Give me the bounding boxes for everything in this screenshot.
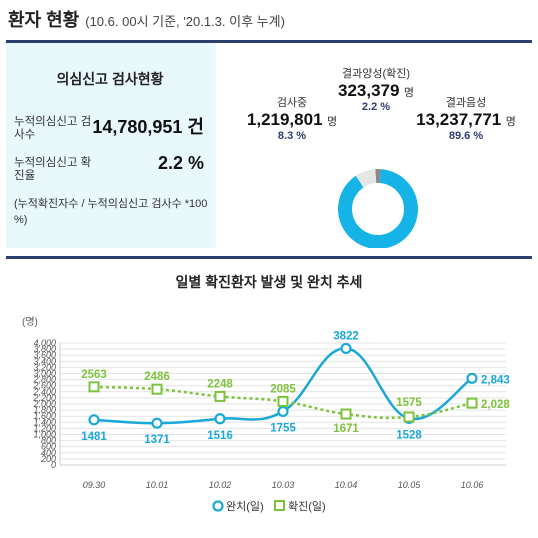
testing-stat: 검사중 1,219,801 명 8.3 %: [236, 94, 348, 142]
y-tick-label: 400: [41, 448, 56, 458]
y-tick-label: 3,000: [33, 369, 56, 379]
x-tick-label: 10.02: [209, 480, 232, 490]
y-tick-label: 1,000: [33, 430, 56, 440]
recovered-data-label: 1528: [396, 429, 422, 441]
y-tick-label: 2,200: [32, 393, 56, 403]
y-tick-label: 3,200: [33, 362, 56, 372]
recovered-point: [466, 372, 478, 384]
x-tick-label: 10.04: [335, 480, 358, 490]
donut-slice-positive: [375, 169, 381, 184]
recovered-data-label: 1516: [207, 430, 233, 442]
negative-value: 13,237,771: [416, 110, 502, 129]
confirmed-data-label: 1671: [333, 423, 359, 435]
donut-slice-negative: [338, 169, 419, 249]
negative-stat: 결과음성 13,237,771 명 89.6 %: [404, 94, 528, 142]
y-tick-label: 1,200: [33, 423, 56, 433]
y-tick-label: 1,400: [33, 417, 56, 427]
confirmed-data-label: 2085: [270, 383, 296, 395]
y-axis-label: (명): [22, 316, 38, 328]
chart-title: 일별 확진환자 발생 및 완치 추세: [175, 274, 363, 290]
y-tick-label: 2,600: [32, 381, 56, 391]
confirmed-point: [214, 390, 226, 402]
donut-box: 결과양성(확진) 323,379 명 2.2 % 검사중 1,219,801 명…: [216, 43, 532, 249]
y-tick-label: 3,600: [33, 350, 56, 360]
recovered-data-label: 3822: [333, 330, 359, 342]
recovered-data-label: 1755: [270, 422, 296, 434]
y-tick-label: 800: [41, 436, 56, 446]
y-tick-label: 2,800: [32, 375, 56, 385]
recovered-data-label: 1481: [81, 431, 107, 443]
y-tick-label: 2,000: [32, 399, 56, 409]
y-tick-label: 4,000: [33, 338, 56, 348]
x-tick-label: 10.03: [272, 480, 295, 490]
positive-rate-label: 누적의심신고 확진율: [14, 157, 92, 182]
x-tick-label: 10.06: [461, 480, 484, 490]
confirmed-point: [466, 397, 478, 409]
negative-pct: 89.6 %: [448, 130, 484, 142]
x-tick-label: 09.30: [83, 480, 106, 490]
confirmed-point: [151, 383, 163, 395]
y-tick-label: 200: [40, 454, 56, 464]
test-status-box: 의심신고 검사현황 누적의심신고 검사수 14,780,951 건 누적의심신고…: [6, 43, 214, 248]
legend-recovered-marker: [212, 500, 224, 512]
positive-rate-note: (누적확진자수 / 누적의심신고 검사수 *100 %): [14, 198, 208, 226]
testing-pct: 8.3 %: [277, 130, 307, 142]
donut-slice-testing: [355, 169, 377, 188]
x-tick-label: 10.01: [146, 480, 169, 490]
y-tick-label: 1,600: [33, 411, 56, 421]
x-tick-label: 10.05: [398, 480, 422, 490]
positive-unit: 명: [403, 87, 415, 99]
recovered-point: [214, 413, 226, 425]
positive-value: 323,379: [337, 81, 400, 100]
y-tick-label: 3,400: [33, 356, 56, 366]
positive-rate-value: 2.2 %: [157, 153, 204, 173]
recovered-point: [88, 414, 100, 426]
testing-value: 1,219,801: [246, 110, 323, 129]
negative-label: 결과음성: [445, 97, 487, 109]
y-tick-label: 3,800: [33, 344, 56, 354]
recovered-data-label: 1371: [144, 434, 170, 446]
confirmed-data-label: 1575: [396, 397, 422, 409]
positive-label: 결과양성(확진): [341, 68, 411, 80]
confirmed-data-label: 2,028: [481, 399, 510, 411]
legend-confirmed-marker: [274, 500, 285, 511]
y-tick-label: 0: [51, 460, 56, 470]
trend-chart-box: 일별 확진환자 발생 및 완치 추세 (명) 0 200 400 600 800 1,000…: [6, 259, 532, 536]
negative-unit: 명: [505, 116, 516, 128]
confirmed-data-label: 2563: [81, 369, 107, 381]
positive-stat: 결과양성(확진) 323,379 명 2.2 %: [306, 65, 446, 113]
trend-panel: 일별 확진환자 발생 및 완치 추세 (명) 0 200 400 600 800 1,000…: [6, 256, 532, 536]
test-status-heading: 의심신고 검사현황: [56, 71, 164, 87]
positive-pct: 2.2 %: [361, 101, 391, 113]
y-tick-label: 600: [41, 442, 56, 452]
recovered-data-label: 2,843: [481, 374, 510, 386]
y-tick-label: 2,400: [32, 387, 56, 397]
testing-unit: 명: [326, 116, 338, 128]
page-title-row: 환자 현황 (10.6. 00시 기준, '20.1.3. 이후 누계): [8, 6, 285, 34]
cumulative-tests-label: 누적의심신고 검사수: [14, 116, 92, 141]
recovered-point: [340, 342, 352, 355]
cumulative-tests-value: 14,780,951 건: [92, 117, 204, 137]
donut-chart: [338, 169, 419, 249]
confirmed-point: [88, 381, 100, 393]
page-title: 환자 현황: [8, 10, 80, 30]
trend-chart: (명) 02004006008001,0001,2001,4001,6001,80…: [22, 316, 510, 513]
confirmed-point: [403, 411, 415, 423]
confirmed-point: [277, 395, 289, 407]
recovered-point: [151, 417, 163, 429]
testing-label: 검사중: [276, 97, 308, 109]
confirmed-data-label: 2248: [207, 378, 233, 390]
legend-recovered-label: 완치(일): [226, 499, 264, 513]
confirmed-data-label: 2486: [144, 371, 170, 383]
confirmed-point: [340, 408, 352, 420]
page-subtitle: (10.6. 00시 기준, '20.1.3. 이후 누계): [85, 14, 285, 29]
y-tick-label: 1,800: [33, 405, 56, 415]
recovered-point: [277, 405, 289, 418]
legend-confirmed-label: 확진(일): [288, 499, 326, 513]
summary-panel: 의심신고 검사현황 누적의심신고 검사수 14,780,951 건 누적의심신고…: [6, 40, 532, 249]
